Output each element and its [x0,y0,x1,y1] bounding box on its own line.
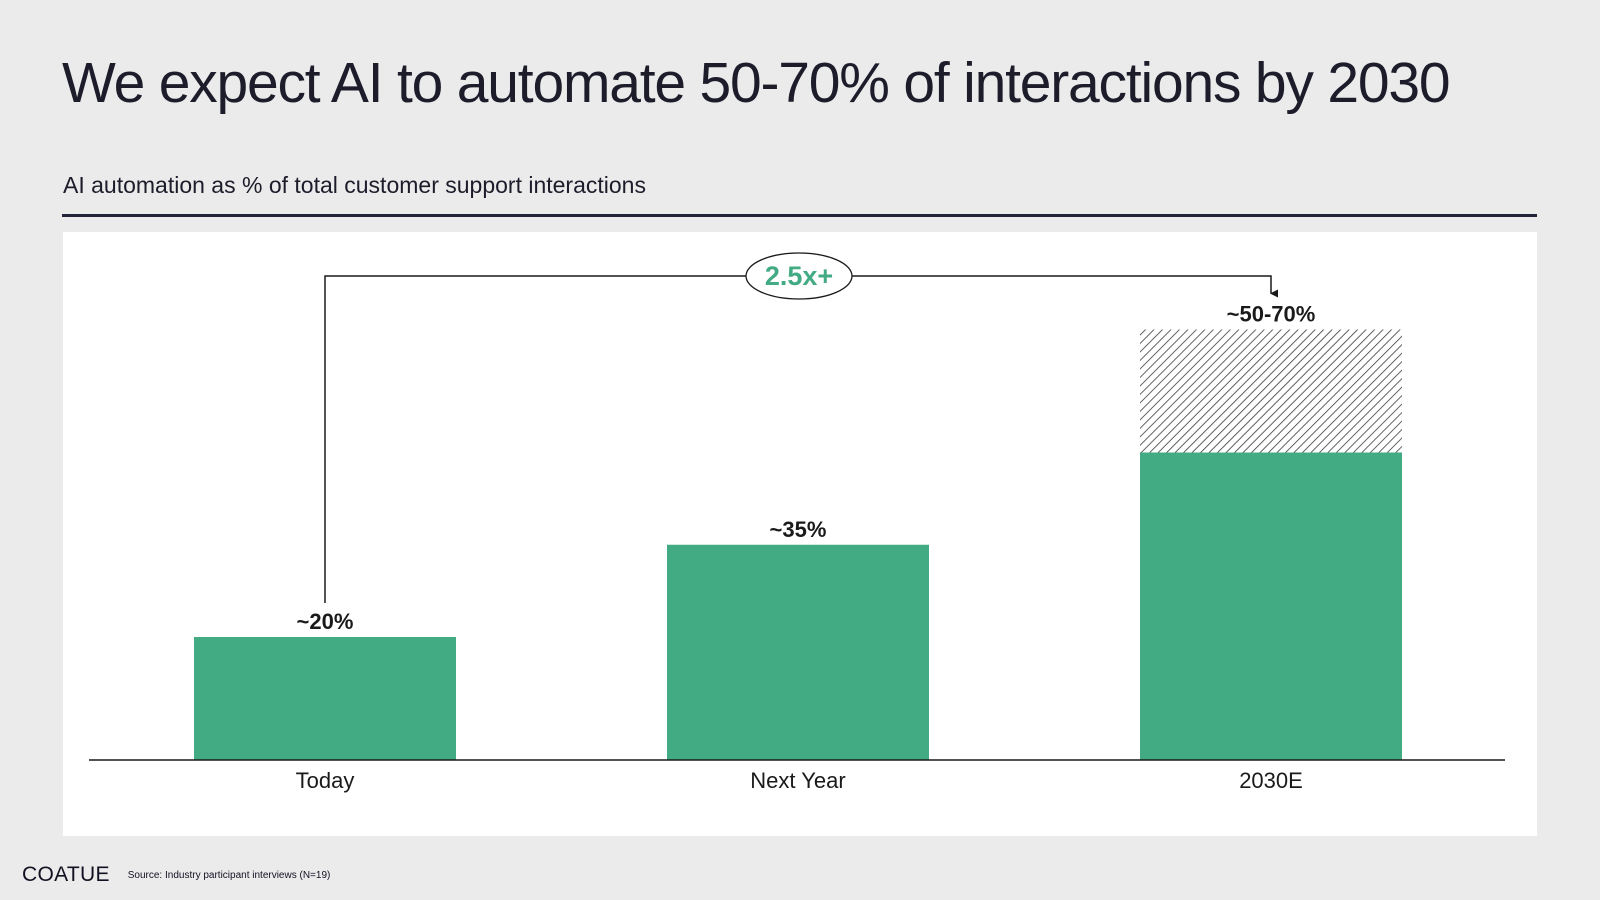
category-label-next-year: Next Year [750,768,845,793]
title-divider [62,214,1537,217]
bar-next-year [667,544,929,760]
bar-chart: ~20% Today ~35% Next Year ~50-70% 2030E 2.5x+ [89,252,1505,793]
chart-subtitle: AI automation as % of total customer sup… [63,172,646,198]
bar-2030e [1140,452,1402,760]
category-label-today: Today [296,768,355,793]
growth-multiple-label: 2.5x+ [765,261,833,291]
growth-multiple-badge [745,252,853,300]
coatue-logo: COATUE [22,863,110,886]
value-label-2030e: ~50-70% [1227,302,1316,327]
chart-panel: ~20% Today ~35% Next Year ~50-70% 2030E 2.5x+ [63,232,1537,836]
source-note: Source: Industry participant interviews … [127,869,331,881]
value-label-next-year: ~35% [770,517,827,542]
category-label-2030e: 2030E [1239,768,1303,793]
page-title: We expect AI to automate 50-70% of inter… [62,51,1451,115]
bar-range-2030e [1140,329,1402,453]
footer: COATUE Source: Industry participant inte… [22,862,330,888]
bar-today [194,637,456,760]
value-label-today: ~20% [297,609,354,634]
